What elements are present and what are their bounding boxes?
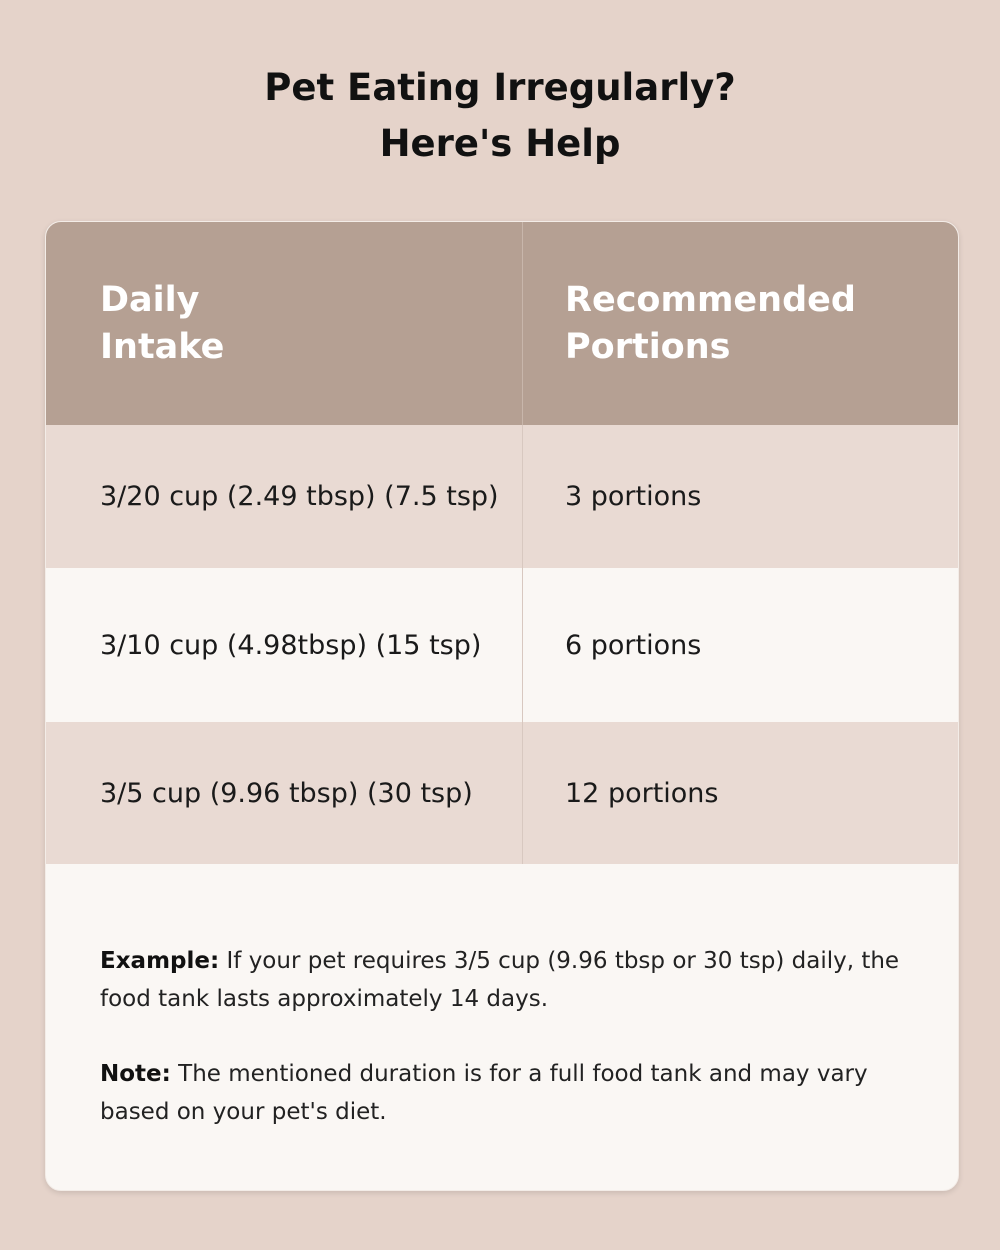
notes-section: Example: If your pet requires 3/5 cup (9… [46,864,958,1131]
page-title: Pet Eating Irregularly? Here's Help [264,66,736,165]
table-row: 3/20 cup (2.49 tbsp) (7.5 tsp) 3 portion… [46,425,958,568]
header-recommended-portions: Recommended Portions [565,279,856,367]
table-header: Daily Intake Recommended Portions [46,222,958,425]
header-daily-intake: Daily Intake [46,222,523,425]
example-note: Example: If your pet requires 3/5 cup (9… [100,948,900,1012]
duration-note: Note: The mentioned duration is for a fu… [100,1061,868,1125]
portion-table-card: Daily Intake Recommended Portions 3/20 cup… [45,221,959,1191]
table-row: 3/10 cup (4.98tbsp) (15 tsp) 6 portions [46,568,958,722]
table-row: 3/5 cup (9.96 tbsp) (30 tsp) 12 portions [46,722,958,864]
